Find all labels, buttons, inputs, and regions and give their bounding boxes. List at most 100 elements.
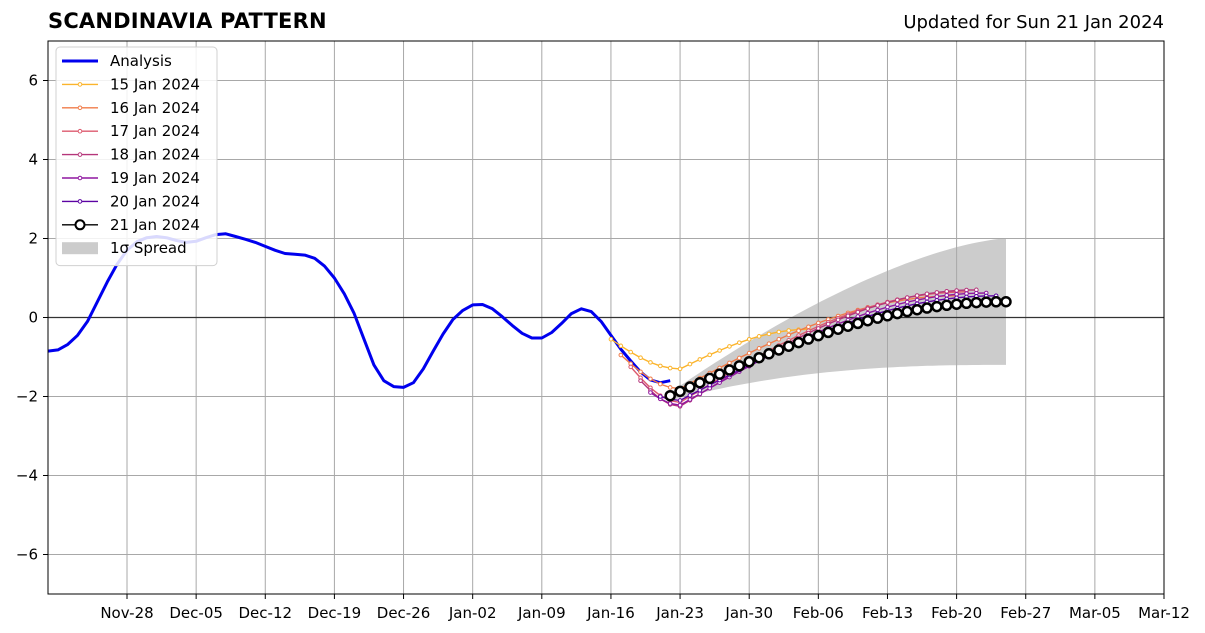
- forecast-point: [737, 355, 742, 361]
- forecast-point: [911, 303, 923, 316]
- forecast-point: [904, 295, 910, 300]
- forecast-point: [832, 323, 844, 335]
- forecast-point: [658, 381, 663, 387]
- forecast-point: [766, 331, 772, 337]
- forecast-point: [934, 290, 940, 295]
- forecast-point: [891, 307, 904, 320]
- forecast-point: [697, 391, 703, 397]
- legend-label: 21 Jan 2024: [110, 216, 200, 234]
- forecast-point: [786, 332, 792, 338]
- forecast-point: [677, 366, 683, 372]
- forecast-point: [658, 363, 663, 369]
- legend-marker: [77, 152, 83, 157]
- forecast-point: [806, 324, 811, 330]
- y-tick-label: −4: [16, 467, 38, 485]
- legend-marker: [77, 105, 83, 111]
- forecast-point: [796, 328, 801, 334]
- legend-marker: [77, 128, 83, 134]
- forecast-point: [727, 360, 732, 366]
- forecast-point: [786, 328, 792, 333]
- x-tick-label: Jan-09: [517, 604, 566, 622]
- forecast-point: [776, 336, 782, 342]
- forecast-point: [733, 360, 746, 372]
- forecast-point: [940, 299, 953, 312]
- y-tick-label: 4: [28, 151, 38, 169]
- forecast-point: [816, 326, 821, 331]
- forecast-point: [638, 378, 643, 384]
- forecast-point: [697, 387, 703, 393]
- legend-marker: [77, 82, 83, 87]
- forecast-point: [756, 334, 762, 339]
- forecast-point: [944, 288, 950, 294]
- x-tick-label: Dec-12: [239, 604, 293, 622]
- forecast-point: [1000, 295, 1012, 308]
- legend-swatch-spread: [62, 242, 98, 255]
- x-tick-label: Dec-26: [377, 604, 431, 622]
- forecast-point: [746, 350, 752, 356]
- updated-date: Updated for Sun 21 Jan 2024: [903, 12, 1164, 33]
- forecast-point: [677, 402, 683, 408]
- forecast-point: [895, 297, 900, 303]
- legend-label: 20 Jan 2024: [110, 192, 200, 210]
- x-tick-label: Dec-05: [169, 604, 223, 622]
- legend-label: 18 Jan 2024: [110, 146, 200, 164]
- forecast-point: [895, 302, 900, 307]
- x-tick-label: Feb-27: [1000, 604, 1051, 622]
- legend-label: 1σ Spread: [110, 239, 187, 257]
- tick-layer: Nov-28 Dec-05 Dec-12 Dec-19 Dec-26 Jan-02 Jan-…: [16, 72, 1190, 623]
- forecast-point: [970, 296, 983, 309]
- forecast-point: [950, 298, 963, 310]
- forecast-point: [756, 346, 762, 351]
- forecast-point: [842, 320, 854, 332]
- legend-box: [55, 46, 218, 267]
- forecast-point: [743, 355, 755, 368]
- forecast-point: [763, 348, 775, 360]
- forecast-point: [875, 303, 880, 308]
- legend-marker: [74, 219, 86, 231]
- forecast-point: [822, 326, 834, 339]
- forecast-point: [713, 368, 726, 380]
- legend-marker: [77, 199, 83, 204]
- forecast-point: [914, 293, 920, 298]
- forecast-point: [964, 287, 969, 293]
- forecast-point: [697, 357, 703, 362]
- forecast-point: [746, 336, 752, 342]
- forecast-point: [707, 352, 712, 358]
- forecast-point: [628, 349, 633, 355]
- x-tick-label: Jan-23: [655, 604, 704, 622]
- forecast-point: [931, 300, 943, 313]
- forecast-point: [855, 309, 861, 315]
- chart-title: SCANDINAVIA PATTERN: [48, 9, 327, 33]
- forecast-point: [638, 369, 643, 375]
- forecast-point: [960, 297, 973, 310]
- forecast-point: [885, 304, 890, 310]
- forecast-point: [727, 344, 732, 349]
- forecast-point: [694, 376, 706, 389]
- x-tick-label: Mar-05: [1069, 604, 1121, 622]
- forecast-point: [944, 293, 950, 298]
- forecast-point: [753, 351, 765, 364]
- forecast-point: [667, 385, 673, 390]
- x-tick-label: Jan-16: [586, 604, 635, 622]
- forecast-point: [717, 348, 722, 353]
- legend: Analysis 15 Jan 2024 16 Jan 2024 17 Jan 202…: [55, 46, 218, 267]
- forecast-point: [618, 352, 624, 358]
- x-tick-label: Jan-30: [724, 604, 773, 622]
- y-tick-label: 2: [28, 230, 38, 248]
- forecast-point: [934, 294, 940, 299]
- forecast-point: [990, 296, 1002, 308]
- forecast-point: [737, 340, 742, 345]
- forecast-point: [980, 296, 992, 308]
- forecast-point: [845, 313, 851, 319]
- forecast-point: [924, 295, 930, 301]
- forecast-point: [703, 372, 716, 385]
- forecast-point: [684, 381, 696, 393]
- forecast-point: [782, 340, 795, 352]
- forecast-point: [865, 306, 871, 311]
- forecast-point: [835, 317, 841, 323]
- forecast-point: [776, 329, 782, 335]
- x-tick-label: Dec-19: [308, 604, 362, 622]
- x-tick-label: Nov-28: [100, 604, 153, 622]
- forecast-point: [628, 364, 633, 370]
